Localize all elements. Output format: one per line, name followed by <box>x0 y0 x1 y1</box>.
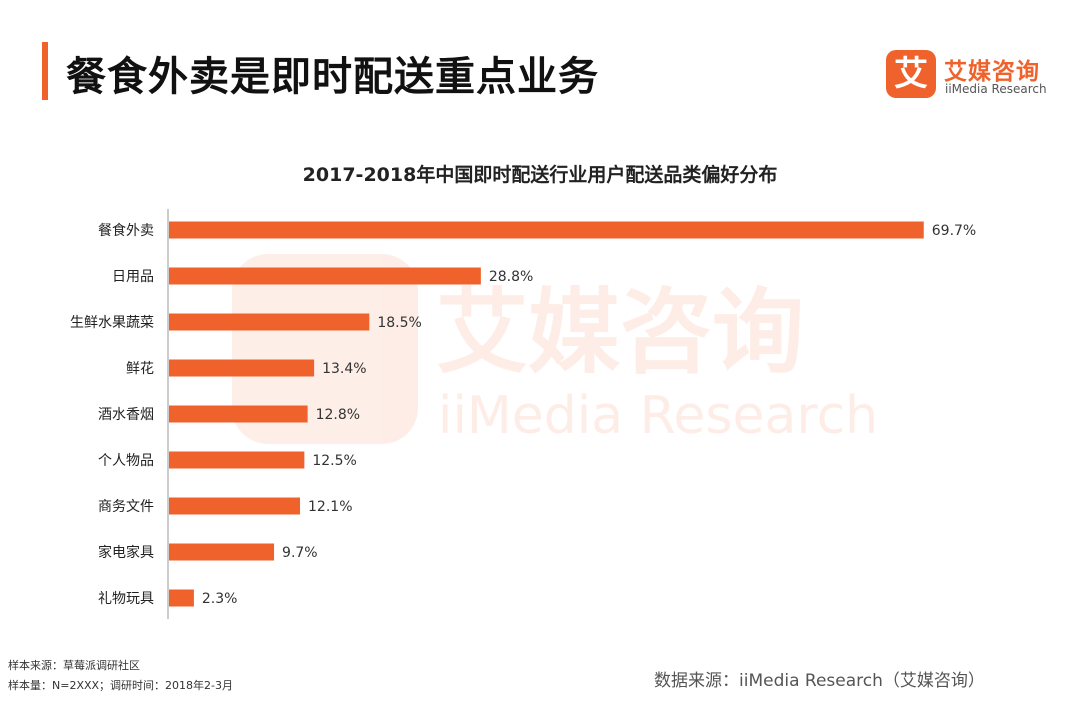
category-label: 个人物品 <box>98 453 154 469</box>
value-label: 28.8% <box>489 269 533 285</box>
bar <box>169 405 308 423</box>
chart-title: 2017-2018年中国即时配送行业用户配送品类偏好分布 <box>302 164 778 186</box>
bar <box>169 313 370 331</box>
category-label: 礼物玩具 <box>98 591 154 607</box>
bar <box>169 497 301 515</box>
category-label: 酒水香烟 <box>98 407 154 423</box>
sample-info: 样本量：N=2XXX；调研时间：2018年2-3月 <box>8 679 234 692</box>
value-label: 9.7% <box>282 545 318 561</box>
bar <box>169 451 305 469</box>
bar-chart: 餐食外卖 69.7% 日用品 28.8% 生鲜水果蔬菜 18.5% 鲜花 13.4% 酒水香烟 1… <box>70 209 976 619</box>
bar <box>169 359 315 377</box>
bar <box>169 543 275 561</box>
category-label: 日用品 <box>112 269 154 285</box>
source-notes: 样本来源：草莓派调研社区 样本量：N=2XXX；调研时间：2018年2-3月 <box>8 656 233 696</box>
title-accent-bar <box>42 42 48 100</box>
value-label: 69.7% <box>932 223 976 239</box>
value-label: 13.4% <box>322 361 366 377</box>
value-label: 2.3% <box>202 591 238 607</box>
bar <box>169 221 924 239</box>
brand-name-cn: 艾媒咨询 <box>944 59 1040 85</box>
category-label: 餐食外卖 <box>98 222 154 239</box>
bar <box>169 589 194 607</box>
value-label: 12.1% <box>308 499 352 515</box>
category-label: 家电家具 <box>98 544 154 561</box>
brand-name-en: iiMedia Research <box>945 82 1047 96</box>
sample-source: 样本来源：草莓派调研社区 <box>8 659 140 672</box>
bar <box>169 267 481 285</box>
category-label: 生鲜水果蔬菜 <box>70 315 154 331</box>
page-title: 餐食外卖是即时配送重点业务 <box>66 54 599 100</box>
value-label: 12.5% <box>312 453 356 469</box>
value-label: 18.5% <box>377 315 421 331</box>
value-label: 12.8% <box>316 407 360 423</box>
brand-logo-group: 艾 艾媒咨询 iiMedia Research <box>886 50 1066 102</box>
category-label: 鲜花 <box>126 361 154 377</box>
category-label: 商务文件 <box>98 499 154 515</box>
data-source: 数据来源：iiMedia Research（艾媒咨询） <box>654 671 985 691</box>
brand-logo-icon: 艾 <box>886 50 936 98</box>
